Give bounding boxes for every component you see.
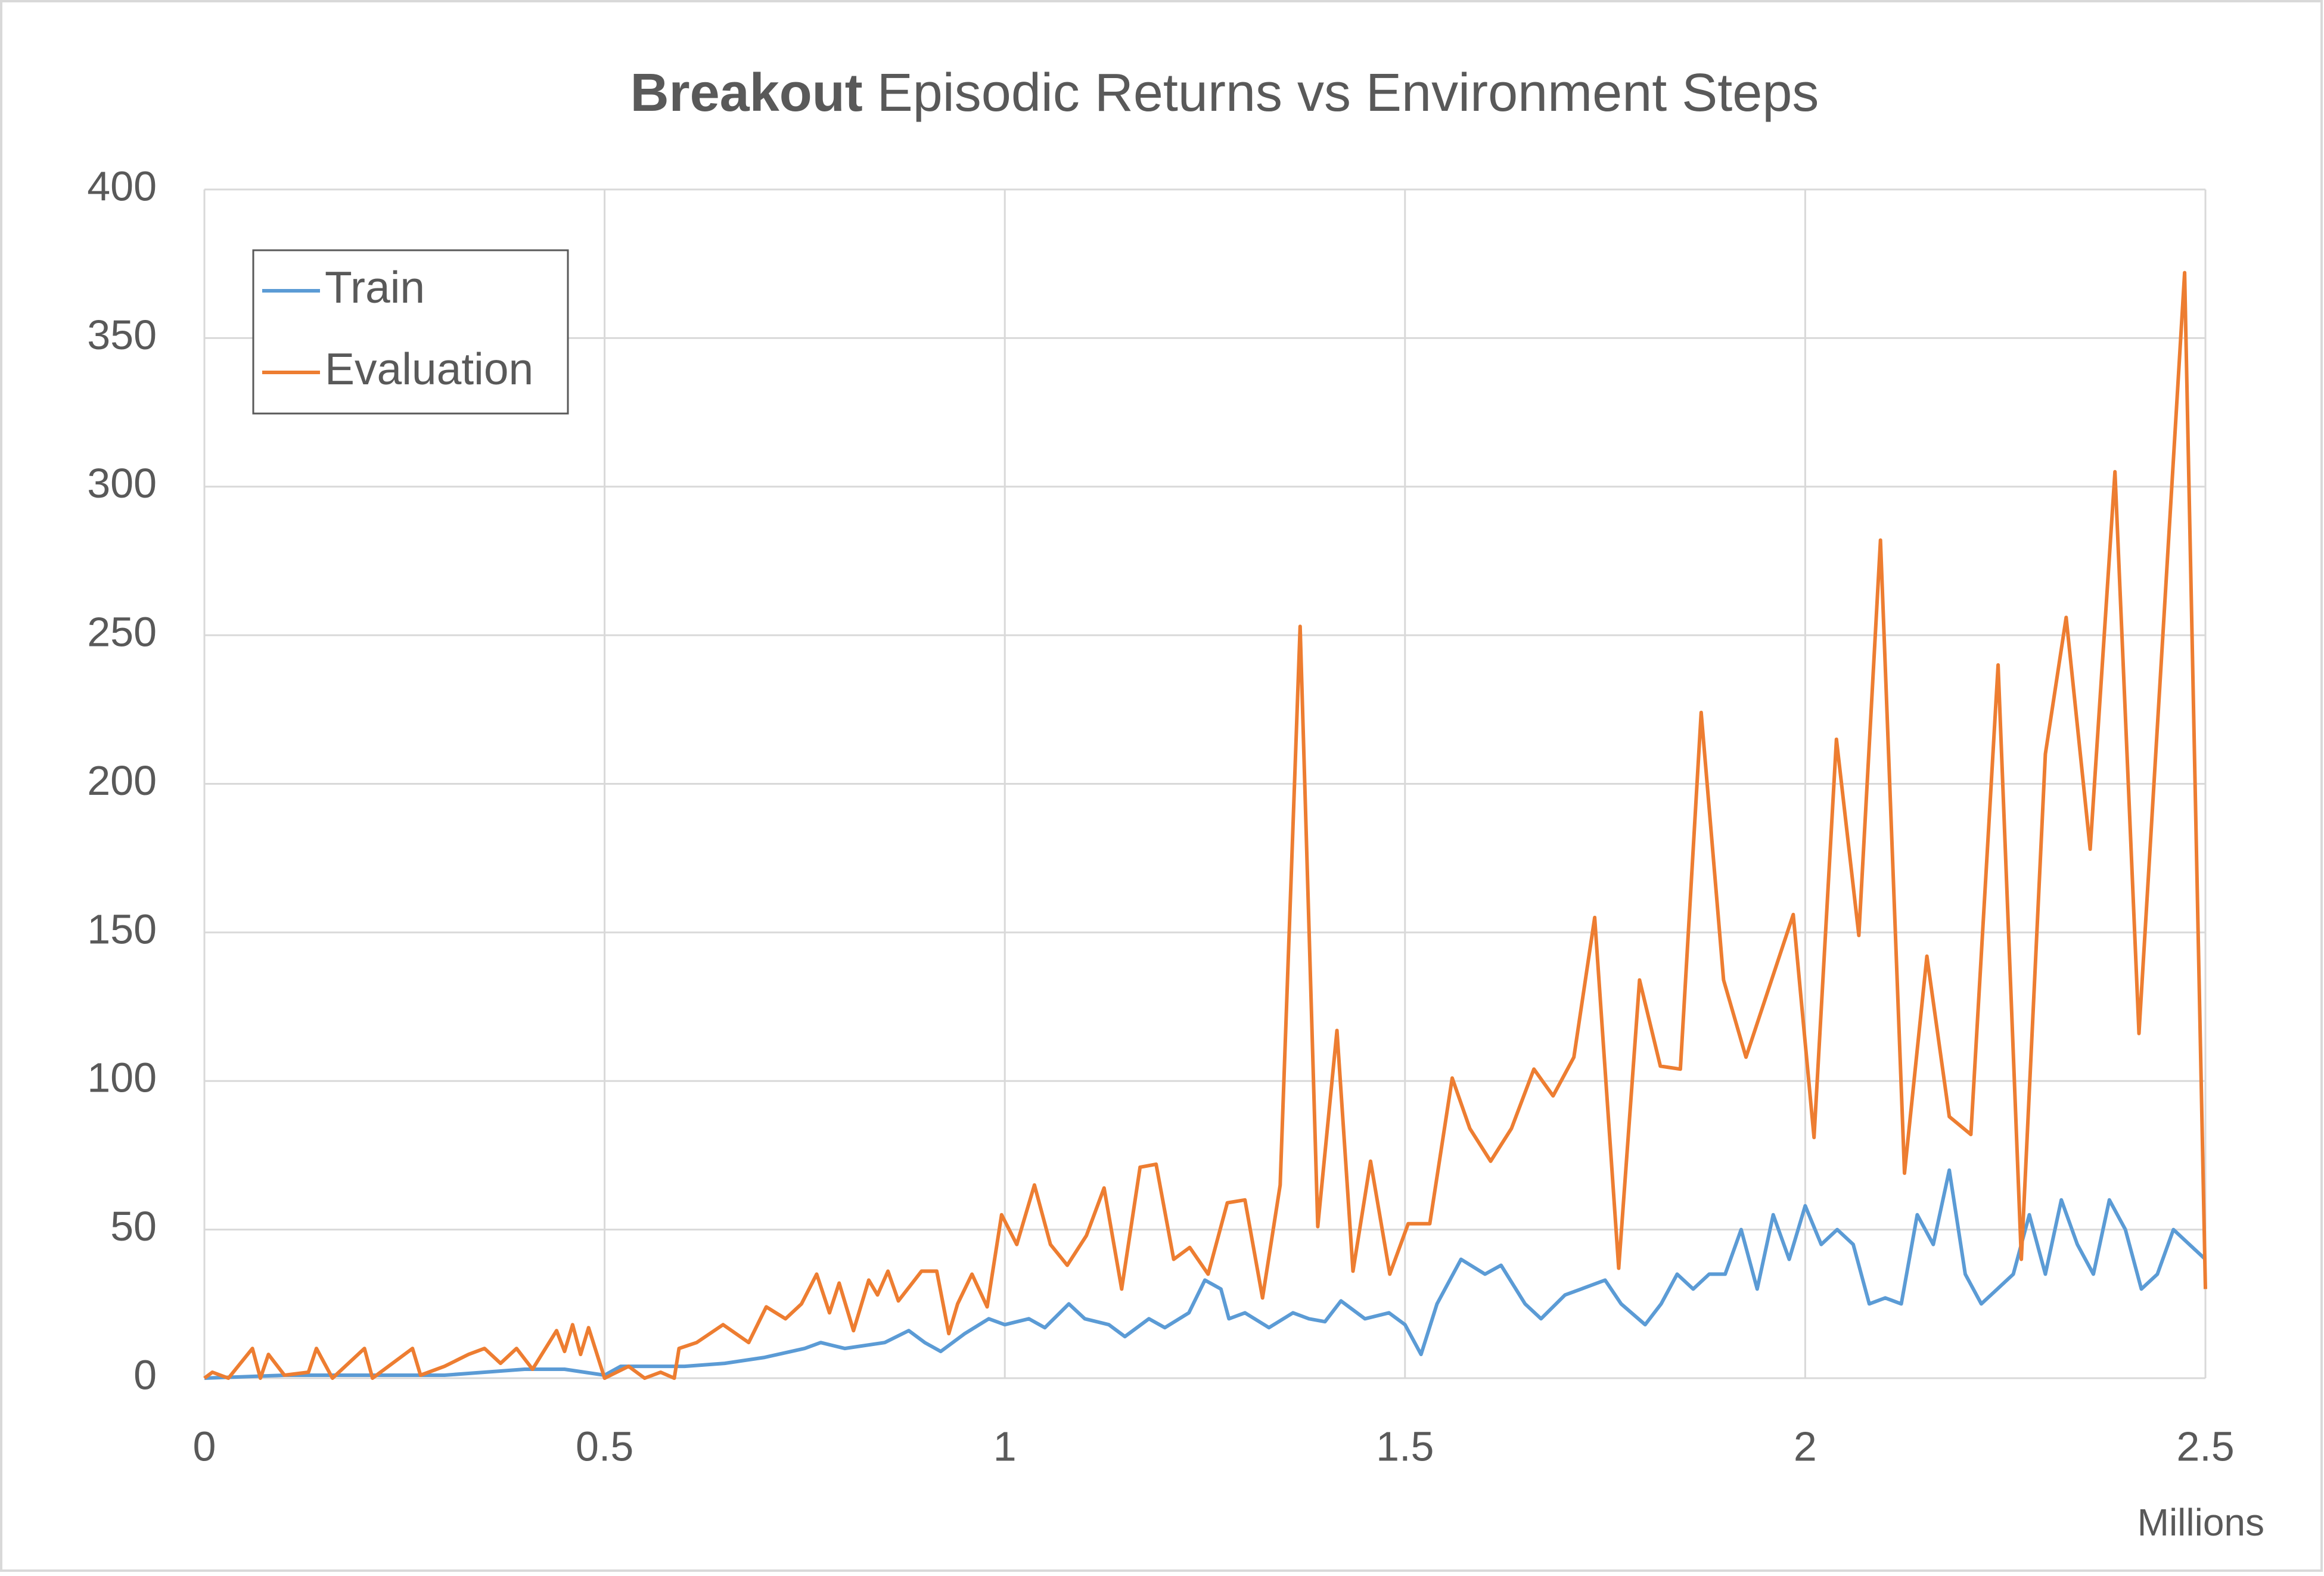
x-tick-label: 0.5	[576, 1423, 633, 1469]
x-tick-label: 1.5	[1376, 1423, 1434, 1469]
y-tick-label: 300	[87, 460, 157, 506]
legend-label: Train	[325, 262, 425, 312]
y-tick-label: 400	[87, 163, 157, 209]
x-tick-label: 1	[993, 1423, 1017, 1469]
x-tick-label: 2	[1794, 1423, 1817, 1469]
x-axis-label: Millions	[2137, 1501, 2264, 1544]
legend-label: Evaluation	[325, 344, 533, 394]
data-line	[204, 1168, 2207, 1380]
chart-title: Breakout Episodic Returns vs Environment …	[630, 63, 1819, 123]
y-tick-label: 200	[87, 757, 157, 804]
x-tick-label: 0	[193, 1423, 216, 1469]
y-tick-label: 0	[133, 1351, 157, 1398]
y-tick-label: 150	[87, 906, 157, 952]
y-tick-label: 50	[110, 1203, 157, 1249]
y-tick-label: 350	[87, 312, 157, 358]
y-tick-label: 250	[87, 609, 157, 655]
legend-box	[252, 249, 569, 415]
title-bold: Breakout	[630, 63, 863, 123]
y-tick-label: 100	[87, 1055, 157, 1101]
data-line	[203, 271, 2207, 1380]
legend: Train Evaluation	[252, 249, 569, 415]
x-tick-label: 2.5	[2176, 1423, 2234, 1469]
title-rest: Episodic Returns vs Environment Steps	[877, 63, 1819, 123]
